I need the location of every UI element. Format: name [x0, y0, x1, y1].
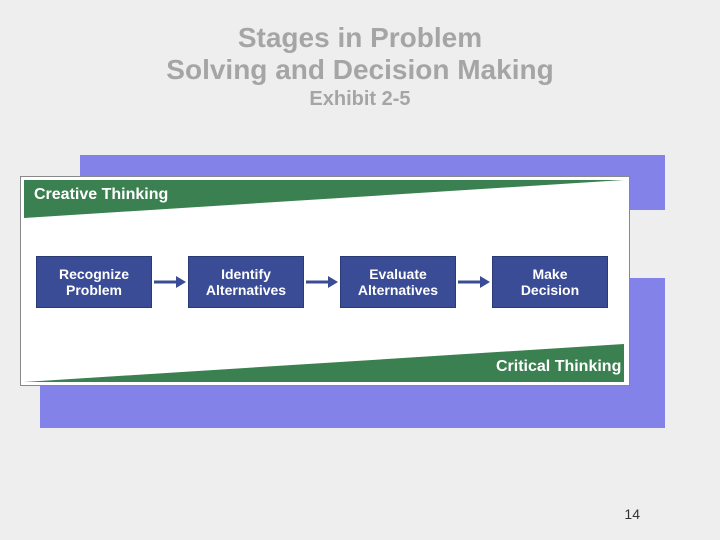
title-line-2: Solving and Decision Making — [0, 54, 720, 86]
box-text: Recognize — [59, 266, 129, 282]
stage-box-evaluate-alternatives: EvaluateAlternatives — [340, 256, 456, 308]
stage-box-identify-alternatives: IdentifyAlternatives — [188, 256, 304, 308]
exhibit-subtitle: Exhibit 2-5 — [0, 88, 720, 111]
process-flow-row: RecognizeProblem IdentifyAlternatives Ev… — [36, 256, 608, 308]
box-text: Alternatives — [358, 282, 438, 298]
stage-box-make-decision: MakeDecision — [492, 256, 608, 308]
box-text: Problem — [66, 282, 122, 298]
stage-box-recognize-problem: RecognizeProblem — [36, 256, 152, 308]
arrow-icon — [456, 272, 492, 292]
box-text: Decision — [521, 282, 579, 298]
box-text: Alternatives — [206, 282, 286, 298]
box-text: Make — [532, 266, 567, 282]
creative-thinking-label: Creative Thinking — [34, 186, 168, 204]
page-number: 14 — [624, 506, 640, 522]
box-text: Evaluate — [369, 266, 427, 282]
arrow-icon — [304, 272, 340, 292]
critical-thinking-label: Critical Thinking — [496, 358, 621, 376]
arrow-icon — [152, 272, 188, 292]
box-text: Identify — [221, 266, 271, 282]
title-block: Stages in Problem Solving and Decision M… — [0, 0, 720, 111]
title-line-1: Stages in Problem — [0, 22, 720, 54]
